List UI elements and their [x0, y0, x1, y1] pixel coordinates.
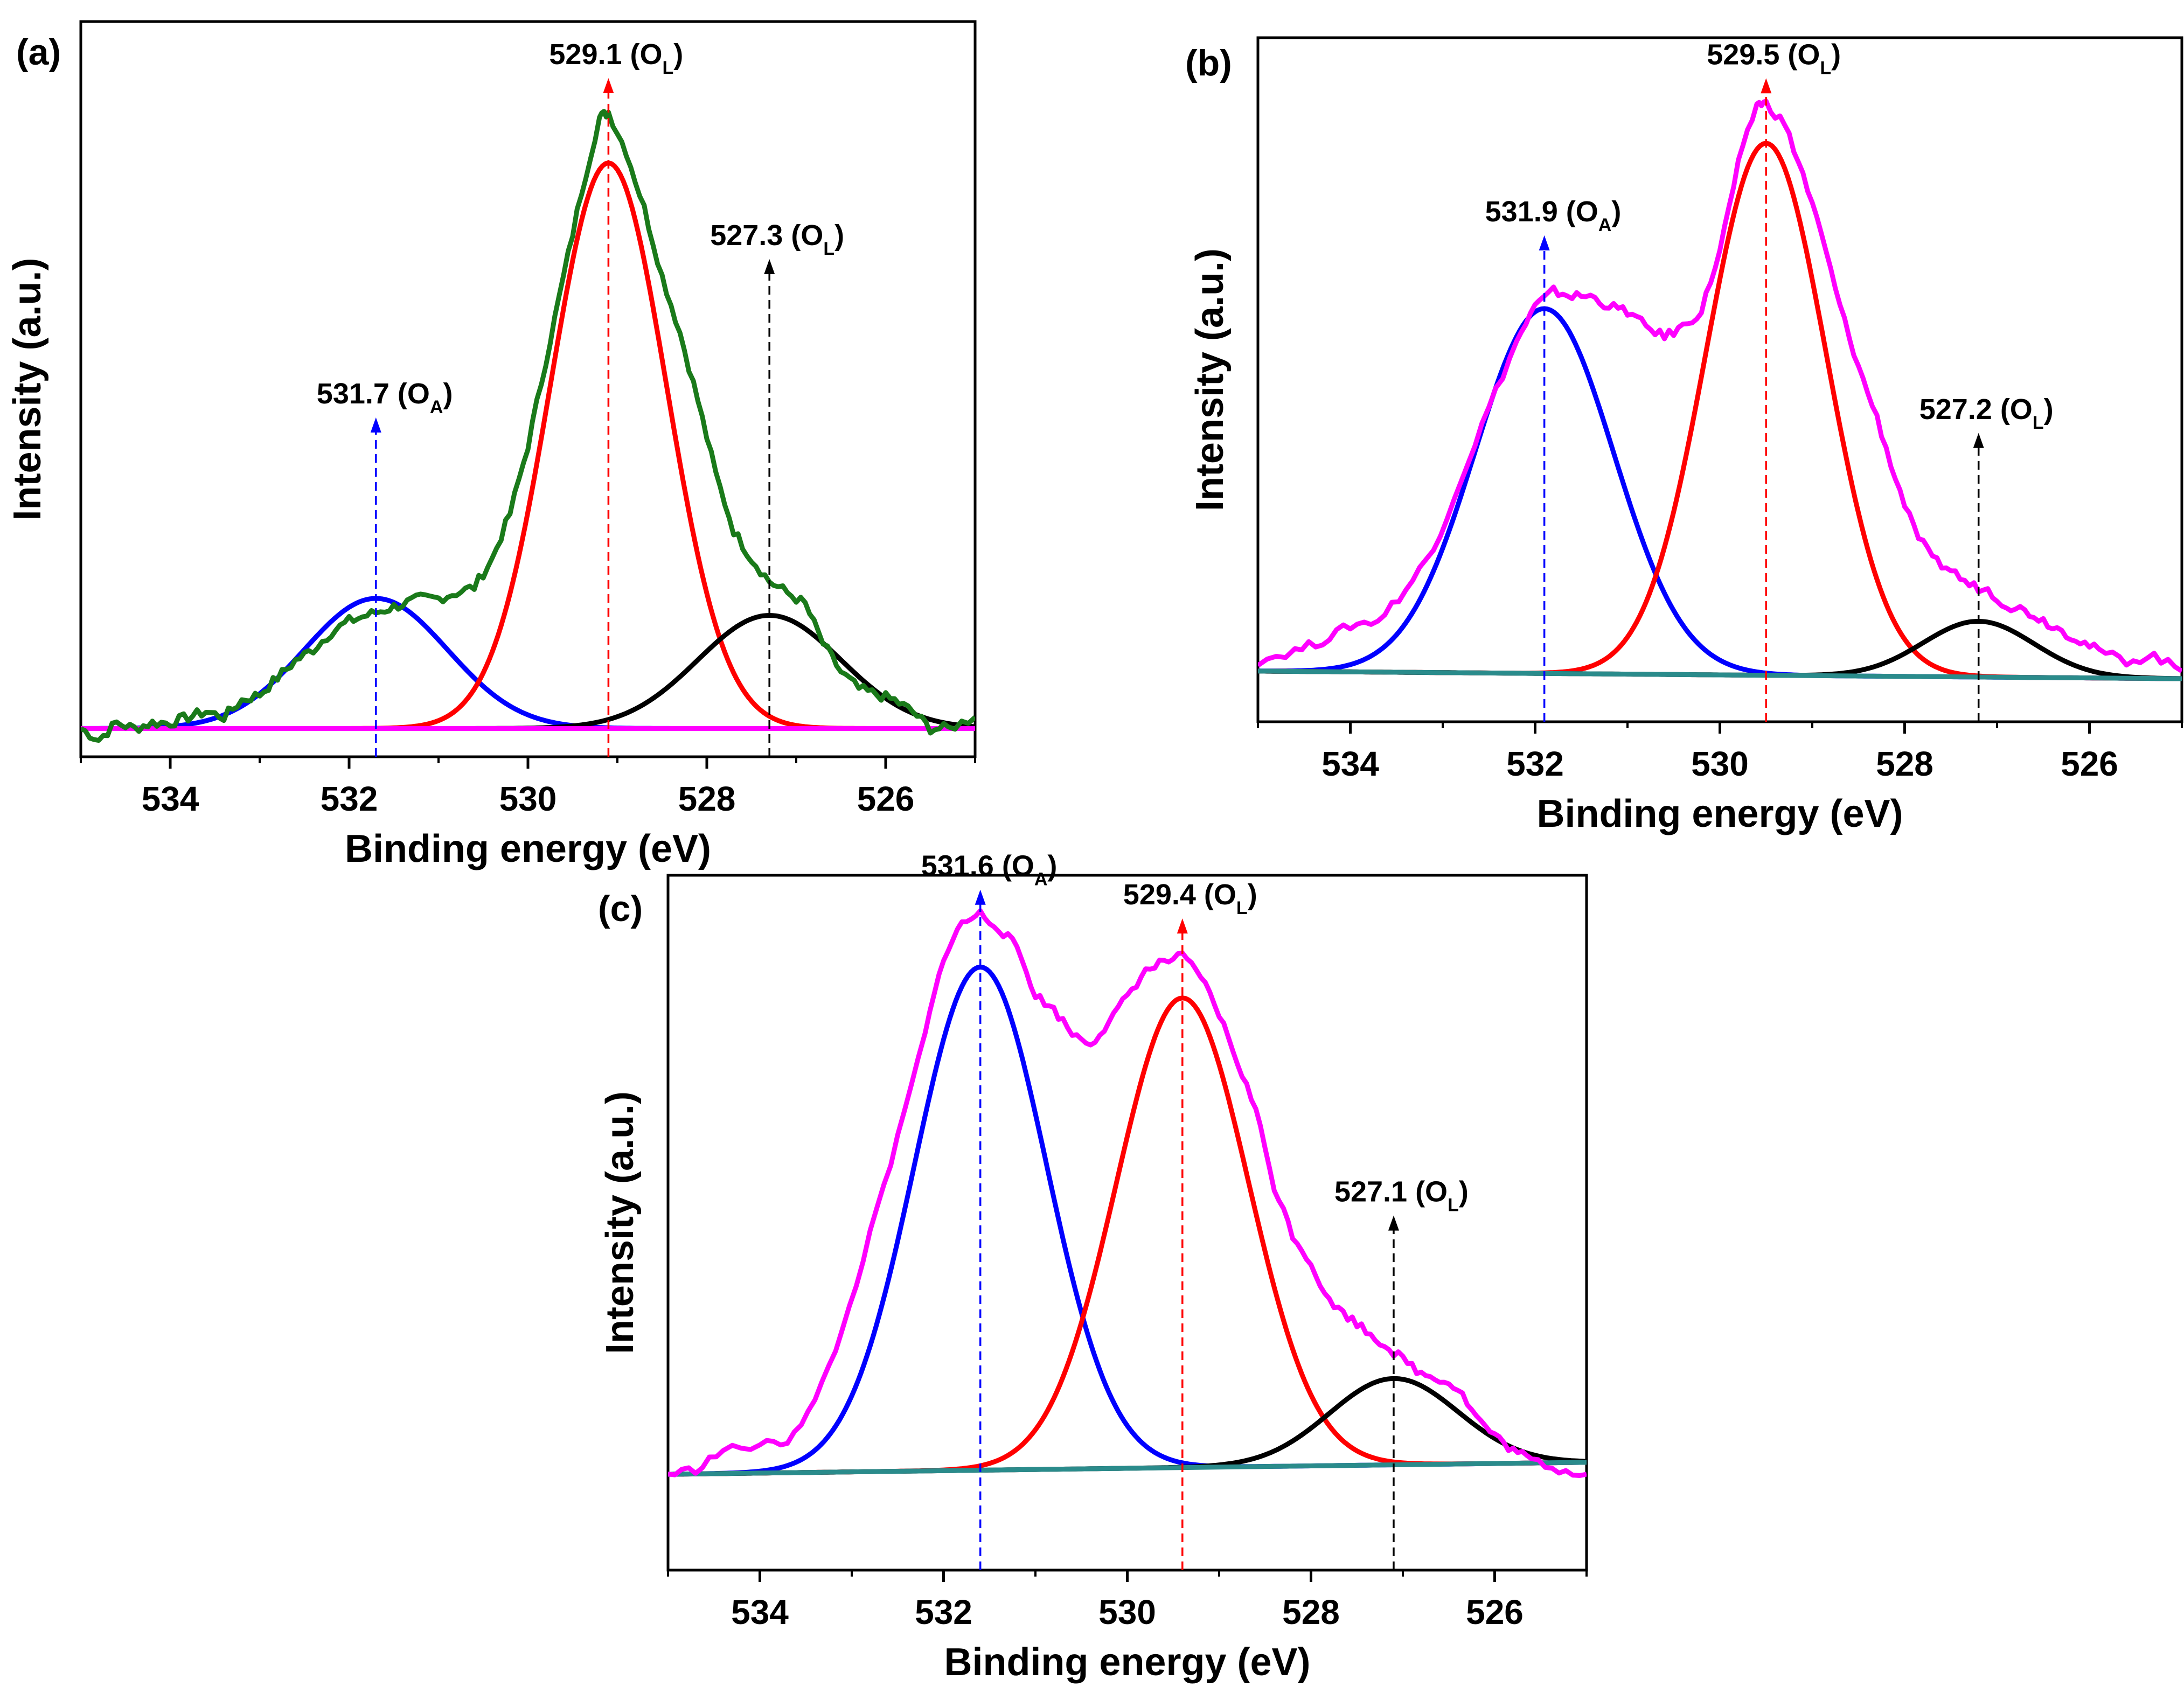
curves — [1258, 99, 2182, 681]
peak-arrowhead — [1388, 1215, 1399, 1231]
y-axis-title: Intensity (a.u.) — [6, 257, 49, 520]
x-axis-title: Binding energy (eV) — [1536, 792, 1903, 835]
x-tick-label: 532 — [1506, 744, 1564, 783]
peak-arrowhead — [370, 417, 381, 433]
x-tick-label: 526 — [1466, 1593, 1524, 1632]
peak-annotation: 529.4 (OL) — [1123, 879, 1257, 918]
x-tick-label: 530 — [1098, 1593, 1156, 1632]
peak-annotation: 529.1 (OL) — [549, 38, 683, 78]
x-tick-label: 534 — [731, 1593, 789, 1632]
peak-annotation: 531.6 (OA) — [921, 850, 1058, 890]
x-tick-label: 530 — [1691, 744, 1749, 783]
peak-arrowhead — [1973, 433, 1984, 448]
measured-spectrum — [668, 908, 1587, 1478]
peak-annotation: 527.2 (OL) — [1919, 393, 2054, 433]
x-tick-label: 528 — [678, 779, 736, 818]
peak-annotation: 531.9 (OA) — [1485, 196, 1622, 235]
x-tick-label: 530 — [499, 779, 557, 818]
fit-peak-531.6 — [668, 964, 1587, 1477]
panel-a: 534 532 530 528 526 Binding energy (eV) Intens… — [6, 20, 977, 870]
peak-annotation: 531.7 (OA) — [317, 378, 453, 417]
x-tick-label: 526 — [2061, 744, 2118, 783]
x-tick-label: 534 — [142, 779, 199, 818]
peak-arrowhead — [1761, 78, 1772, 94]
y-axis-title: Intensity (a.u.) — [1188, 248, 1232, 511]
curves — [81, 109, 975, 743]
x-tick-label: 532 — [915, 1593, 972, 1632]
peak-annotation: 529.5 (OL) — [1707, 38, 1841, 78]
panel-label: (c) — [598, 888, 643, 929]
x-axis-title: Binding energy (eV) — [345, 827, 711, 870]
background-line — [668, 1460, 1587, 1477]
peak-annotation: 527.3 (OL) — [710, 219, 844, 259]
measured-spectrum — [1258, 99, 2182, 673]
x-tick-label: 534 — [1321, 744, 1379, 783]
panel-c: 534 532 530 528 526 Binding energy (eV) Intens… — [598, 850, 1588, 1684]
peak-arrowhead — [603, 78, 614, 93]
peak-arrowhead — [1539, 235, 1550, 250]
x-tick-label: 526 — [857, 779, 915, 818]
panel-label: (a) — [16, 32, 61, 73]
x-axis-title: Binding energy (eV) — [944, 1641, 1310, 1684]
x-tick-label: 528 — [1282, 1593, 1340, 1632]
background-line — [1258, 668, 2182, 681]
curves — [668, 908, 1587, 1478]
panel-label: (b) — [1185, 43, 1232, 83]
peak-arrowhead — [1177, 918, 1188, 934]
peak-arrowhead — [975, 889, 986, 905]
measured-spectrum — [81, 109, 975, 743]
peak-annotation: 527.1 (OL) — [1334, 1176, 1469, 1216]
y-axis-title: Intensity (a.u.) — [599, 1091, 642, 1354]
x-tick-label: 532 — [321, 779, 378, 818]
fit-peak-531.7 — [81, 596, 975, 731]
x-tick-label: 528 — [1876, 744, 1933, 783]
plot-frame — [79, 20, 977, 758]
peak-arrowhead — [764, 259, 775, 274]
panel-b: 534 532 530 528 526 Binding energy (eV) Intens… — [1185, 36, 2183, 835]
